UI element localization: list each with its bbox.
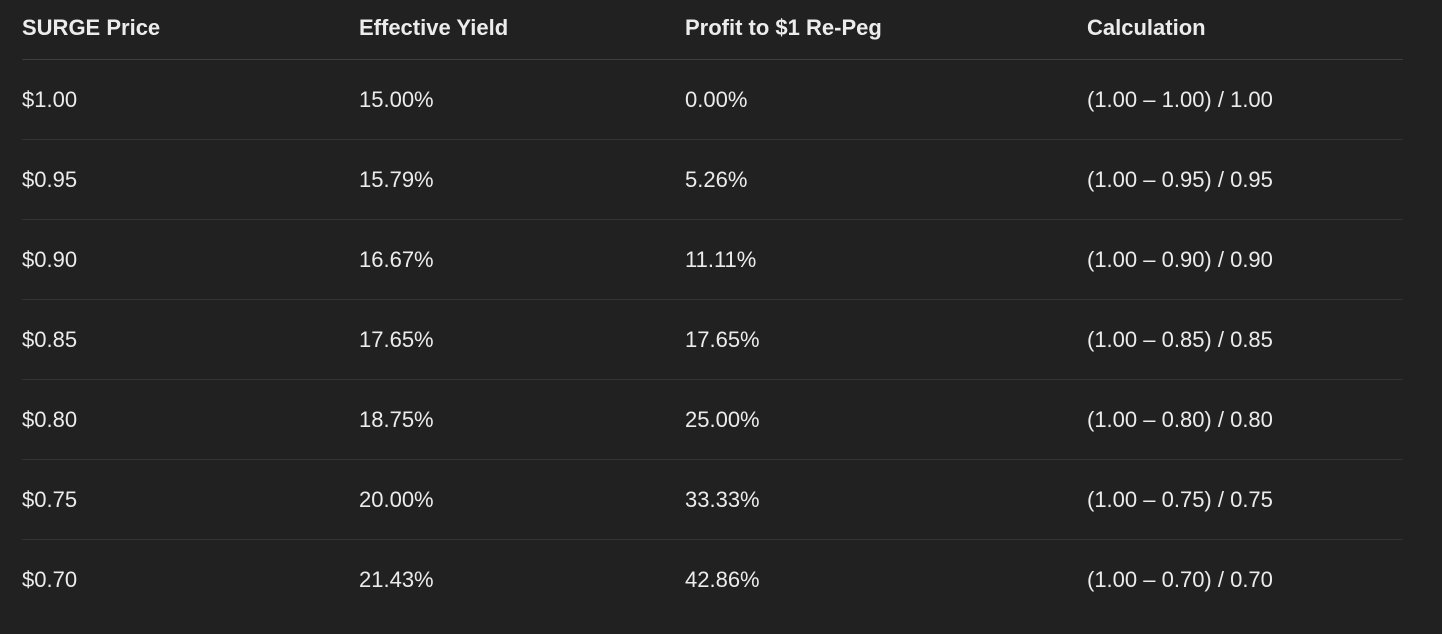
table-cell: $0.70: [22, 566, 78, 592]
table-cell: 25.00%: [685, 379, 1087, 460]
header-cell: Calculation: [1087, 0, 1403, 60]
table-cell: $0.80: [22, 379, 359, 460]
table-cell: (1.00 – 0.70) / 0.70: [1087, 566, 1273, 592]
table-header: SURGE Price Effective Yield Profit to $1 R…: [22, 0, 1403, 60]
table-cell: 5.26%: [685, 139, 1087, 220]
table-row: $0.70 21.43% 42.86% (1.00 – 0.70) / 0.70: [22, 540, 1403, 620]
header-cell: Effective Yield: [359, 0, 685, 60]
table-row: $0.75 20.00% 33.33% (1.00 – 0.75) / 0.75: [22, 459, 1403, 540]
table-cell: $0.95: [22, 139, 359, 220]
table-cell: $1.00: [22, 59, 359, 140]
table-row: $1.00 15.00% 0.00% (1.00 – 1.00) / 1.00: [22, 59, 1403, 140]
table-row: $0.85 17.65% 17.65% (1.00 – 0.85) / 0.85: [22, 299, 1403, 380]
table-cell: (1.00 – 0.85) / 0.85: [1087, 299, 1403, 380]
table-cell: (1.00 – 0.80) / 0.80: [1087, 379, 1403, 460]
table-cell: (1.00 – 1.00) / 1.00: [1087, 59, 1403, 140]
table-cell: 0.00%: [685, 59, 1087, 140]
header-row: SURGE Price Effective Yield Profit to $1 R…: [22, 0, 1403, 60]
header-cell: Profit to $1 Re-Peg: [685, 0, 1087, 60]
table-cell: (1.00 – 0.75) / 0.75: [1087, 459, 1403, 540]
table-cell: 15.00%: [359, 59, 685, 140]
table-cell: 17.65%: [359, 299, 685, 380]
table-cell: 11.11%: [685, 219, 1087, 300]
table-cell: 42.86%: [685, 566, 760, 592]
table-row: $0.95 15.79% 5.26% (1.00 – 0.95) / 0.95: [22, 139, 1403, 220]
table-cell: 15.79%: [359, 139, 685, 220]
table-row: $0.80 18.75% 25.00% (1.00 – 0.80) / 0.80: [22, 379, 1403, 460]
table-row: $0.90 16.67% 11.11% (1.00 – 0.90) / 0.90: [22, 219, 1403, 300]
table-cell: (1.00 – 0.90) / 0.90: [1087, 219, 1403, 300]
data-table: SURGE Price Effective Yield Profit to $1 R…: [22, 0, 1403, 619]
table-cell: 16.67%: [359, 219, 685, 300]
header-cell: SURGE Price: [22, 0, 359, 60]
table-cell: 17.65%: [685, 299, 1087, 380]
table-cell: 21.43%: [359, 566, 434, 592]
table-cell: 33.33%: [685, 459, 1087, 540]
table-body: $1.00 15.00% 0.00% (1.00 – 1.00) / 1.00 $0.9…: [22, 59, 1403, 620]
table-cell: $0.90: [22, 219, 359, 300]
table-cell: (1.00 – 0.95) / 0.95: [1087, 139, 1403, 220]
table-cell: 20.00%: [359, 459, 685, 540]
table-cell: $0.75: [22, 459, 359, 540]
table-cell: 18.75%: [359, 379, 685, 460]
table-cell: $0.85: [22, 299, 359, 380]
